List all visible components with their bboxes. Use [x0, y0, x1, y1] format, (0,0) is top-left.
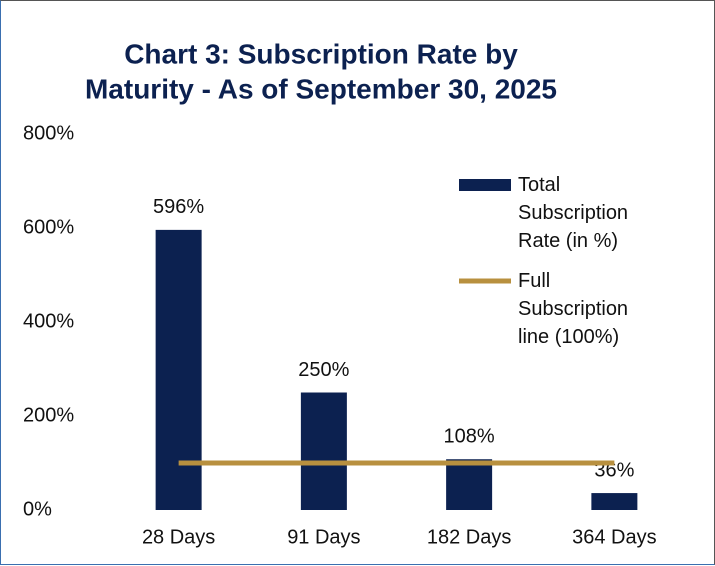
- legend-label: Full Subscription line (100%): [518, 270, 629, 348]
- data-label: 250%: [298, 359, 349, 381]
- data-label: 596%: [153, 196, 204, 218]
- y-tick-label: 800%: [23, 122, 74, 144]
- x-tick-label: 91 Days: [287, 526, 360, 548]
- y-tick-label: 0%: [23, 498, 52, 520]
- x-tick-label: 182 Days: [427, 526, 512, 548]
- y-tick-label: 600%: [23, 216, 74, 238]
- x-tick-label: 28 Days: [142, 526, 215, 548]
- legend-swatch: [459, 179, 511, 191]
- chart-title: Chart 3: Subscription Rate by: [124, 38, 518, 69]
- bar: [446, 459, 493, 510]
- data-label: 108%: [444, 426, 495, 448]
- legend-label: Total Subscription Rate (in %): [518, 174, 629, 252]
- bar: [300, 392, 347, 510]
- x-tick-label: 364 Days: [572, 526, 657, 548]
- y-tick-label: 400%: [23, 310, 74, 332]
- bar: [155, 229, 202, 510]
- bar: [591, 493, 638, 510]
- y-tick-label: 200%: [23, 404, 74, 426]
- chart-title: Maturity - As of September 30, 2025: [85, 73, 557, 104]
